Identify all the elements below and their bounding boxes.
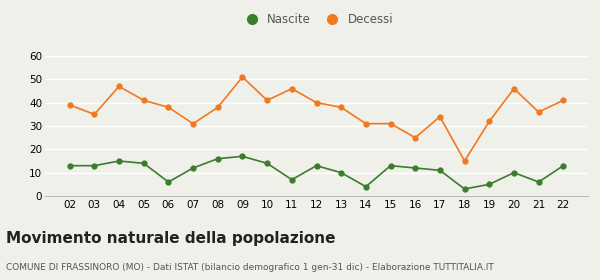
Text: COMUNE DI FRASSINORO (MO) - Dati ISTAT (bilancio demografico 1 gen-31 dic) - Ela: COMUNE DI FRASSINORO (MO) - Dati ISTAT (… (6, 263, 494, 272)
Legend: Nascite, Decessi: Nascite, Decessi (235, 9, 398, 31)
Text: Movimento naturale della popolazione: Movimento naturale della popolazione (6, 231, 335, 246)
